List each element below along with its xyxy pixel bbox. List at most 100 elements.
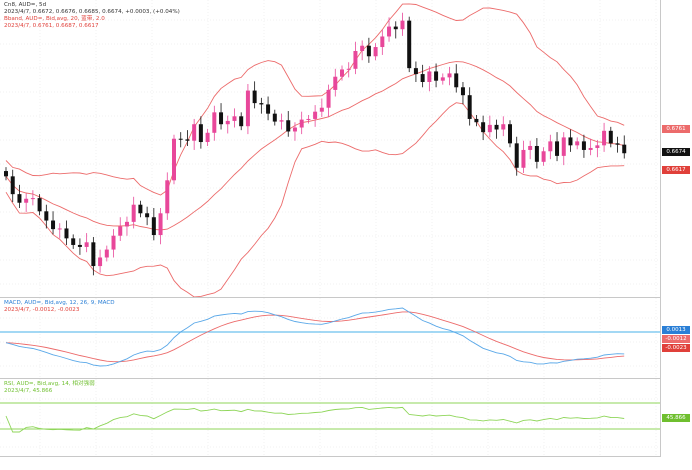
candle-body [84,242,89,247]
candle-body [51,220,56,230]
candle-body [138,204,143,214]
candle-body [460,87,465,96]
candle-body [279,120,284,122]
candle-body [212,112,217,133]
candle-body [561,137,566,156]
candle-body [595,145,600,148]
candle-body [178,138,183,140]
candle-body [420,74,425,82]
macd-signal-tag: 0.0013 [662,326,690,334]
main-legend-values: 2023/4/7, 0.6672, 0.6676, 0.6685, 0.6674… [4,9,180,15]
candle-body [326,89,331,108]
rsi-panel[interactable]: RSI, AUD=, Bid,avg, 14, 相对强弱 2023/4/7, 4… [0,379,660,457]
candle-body [380,36,385,48]
candle-body [17,194,22,203]
lower-band-tag: 0.6617 [662,166,690,174]
macd-chart-svg [0,298,660,378]
candle-body [622,144,627,154]
candle-body [528,145,533,150]
candle-body [534,145,539,162]
candle-body [299,119,304,128]
candle-body [501,124,506,130]
candle-body [266,104,271,114]
price-chart-panel[interactable]: Cn8, AUD=, 5d 2023/4/7, 0.6672, 0.6676, … [0,0,660,298]
candle-body [198,124,203,143]
candle-body [165,180,170,214]
candle-body [71,238,76,245]
candle-body [4,171,8,177]
candle-body [44,211,49,221]
candle-body [387,26,392,37]
candle-body [91,242,96,267]
candle-body [514,143,519,168]
candle-body [185,139,190,141]
bband-middle-line [5,61,625,231]
candle-body [219,112,224,125]
rsi-line [5,406,625,433]
candle-body [333,76,338,90]
macd-value-tag: -0.0012 [662,335,690,343]
candle-body [602,130,607,146]
candle-body [232,116,237,121]
candle-body [447,73,452,78]
price-axis[interactable] [660,0,692,457]
macd-legend-title: MACD, AUD=, Bid,avg, 12, 26, 9, MACD [4,300,115,306]
candle-body [205,132,210,143]
candle-body [508,124,512,144]
candle-body [568,137,573,146]
candle-body [172,138,176,181]
candle-body [24,198,29,203]
candle-body [360,45,365,51]
rsi-legend-title: RSI, AUD=, Bid,avg, 14, 相对强弱 [4,381,95,387]
candle-body [292,127,297,132]
candle-body [77,244,82,247]
macd-hist-tag: -0.0023 [662,344,690,352]
time-axis[interactable] [0,457,692,470]
candle-body [151,217,156,236]
candle-body [407,20,412,69]
candle-body [434,71,439,81]
candle-body [145,213,150,218]
candle-body [481,122,486,133]
candle-body [30,198,35,200]
candle-body [413,68,418,75]
candle-body [225,120,230,125]
candle-body [10,176,15,195]
macd-legend-values: 2023/4/7, -0.0012, -0.0023 [4,307,80,313]
candle-body [440,77,445,81]
price-chart-svg [0,0,660,298]
rsi-legend-values: 2023/4/7, 45.866 [4,388,53,394]
candle-body [588,147,593,150]
main-legend-title: Cn8, AUD=, 5d [4,2,47,8]
candle-body [467,95,472,119]
candle-body [252,90,257,104]
candle-body [64,228,69,239]
candle-body [487,124,492,133]
candle-body [340,69,344,77]
candle-body [239,116,244,127]
candle-body [37,198,42,212]
candle-body [131,204,136,222]
candle-body [98,257,103,267]
candle-body [111,235,116,250]
candle-body [158,213,163,236]
candle-body [615,143,620,145]
candle-body [57,228,62,230]
candle-body [353,50,358,69]
upper-band-tag: 0.6761 [662,125,690,133]
candle-body [346,68,351,70]
macd-panel[interactable]: MACD, AUD=, Bid,avg, 12, 26, 9, MACD 202… [0,298,660,379]
candle-body [608,130,613,144]
candle-body [575,141,580,146]
last-price-tag: 0.6674 [662,148,690,156]
candle-body [192,124,197,141]
candle-body [393,26,398,30]
candle-body [286,120,291,132]
candle-body [118,226,123,236]
bband-lower-line [5,102,625,298]
candle-body [555,141,560,156]
candle-body [313,111,318,119]
candle-body [581,141,586,150]
candle-body [541,151,546,162]
bband-legend-title: Bband, AUD=, Bid,avg, 20, 蓝带, 2.0 [4,16,105,22]
